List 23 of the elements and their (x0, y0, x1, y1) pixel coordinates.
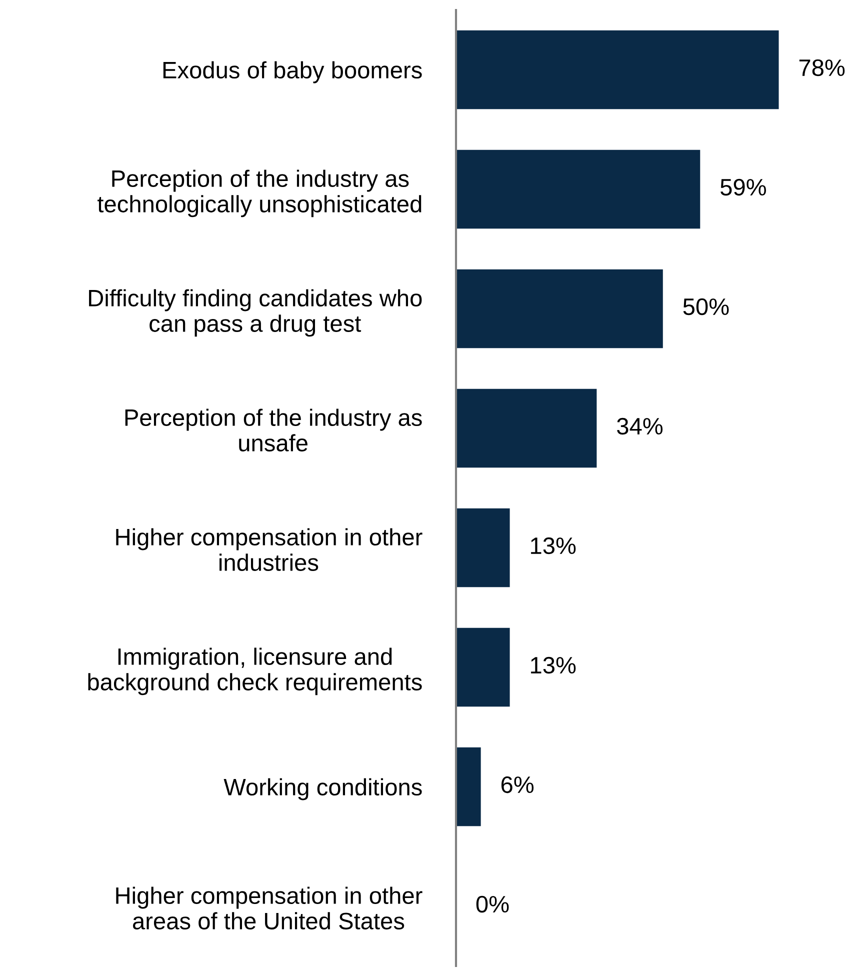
data-label: 13% (531, 537, 576, 554)
y-tick-label: Immigration, licensure and background check requirements (88, 648, 422, 696)
y-tick-label: Exodus of baby boomers (163, 61, 422, 84)
y-tick-label: Higher compensation in other areas of the United States (116, 886, 422, 930)
data-label: 0% (476, 896, 509, 913)
data-label: 59% (720, 178, 766, 196)
y-tick-label: Higher compensation in other industries (116, 528, 422, 571)
y-tick-label: Perception of the industry as technologically unsophisticated (98, 170, 422, 218)
data-label: 34% (617, 418, 663, 435)
bar (456, 508, 510, 588)
data-label: 50% (683, 298, 729, 316)
data-label: 78% (799, 59, 845, 76)
data-label: 13% (531, 656, 576, 674)
bar (456, 628, 510, 707)
y-tick-label: Perception of the industry as unsafe (125, 408, 422, 452)
bar (456, 388, 597, 468)
y-tick-label: Difficulty finding candidates who can pass a drug test (89, 289, 422, 337)
bar (456, 30, 779, 110)
data-label: 6% (501, 776, 534, 794)
bar (456, 150, 700, 229)
bar (456, 747, 481, 826)
y-tick-label: Working conditions (224, 778, 422, 800)
bar (456, 269, 663, 348)
